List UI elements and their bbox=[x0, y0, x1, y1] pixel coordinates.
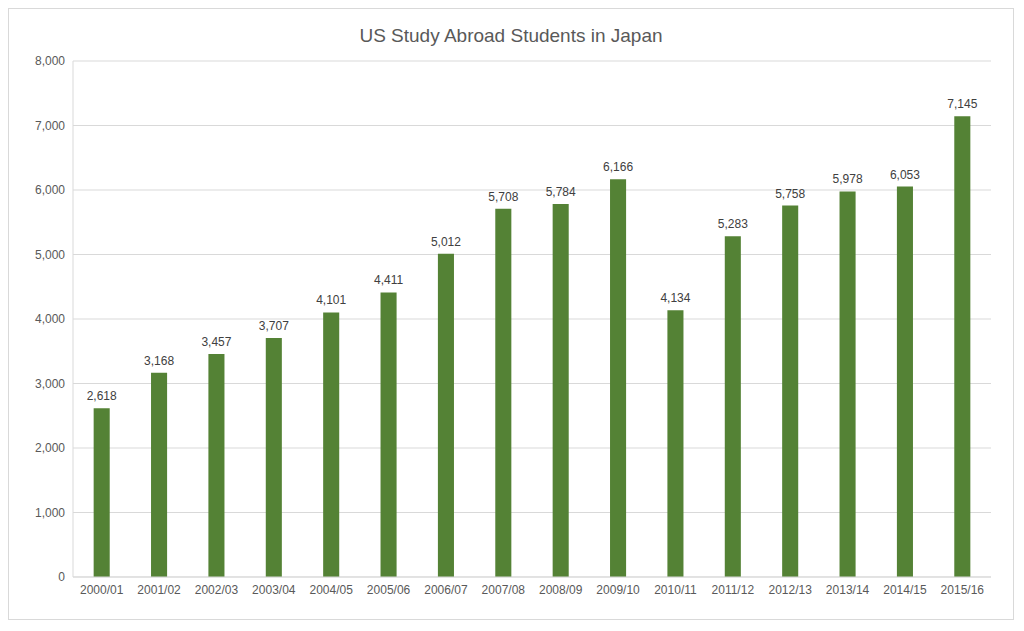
html-text:US Study Abroad Students in Ja: US Study Abroad Students in Japan bbox=[359, 25, 663, 46]
svg-text:3,168: 3,168 bbox=[144, 354, 174, 368]
svg-text:2,618: 2,618 bbox=[87, 389, 117, 403]
svg-text:4,411: 4,411 bbox=[374, 273, 403, 287]
svg-text:1,000: 1,000 bbox=[35, 506, 65, 520]
svg-text:2015/16: 2015/16 bbox=[941, 583, 985, 597]
svg-text:6,053: 6,053 bbox=[890, 168, 920, 182]
svg-text:2008/09: 2008/09 bbox=[539, 583, 583, 597]
svg-text:2,000: 2,000 bbox=[35, 441, 65, 455]
svg-text:6,166: 6,166 bbox=[603, 160, 633, 174]
svg-text:5,283: 5,283 bbox=[718, 217, 748, 231]
svg-text:4,101: 4,101 bbox=[316, 293, 346, 307]
svg-text:5,000: 5,000 bbox=[35, 248, 65, 262]
svg-text:2001/02: 2001/02 bbox=[137, 583, 181, 597]
svg-text:5,784: 5,784 bbox=[546, 185, 576, 199]
svg-text:2010/11: 2010/11 bbox=[654, 583, 697, 597]
svg-text:5,758: 5,758 bbox=[775, 187, 805, 201]
svg-text:2013/14: 2013/14 bbox=[826, 583, 870, 597]
svg-text:0: 0 bbox=[58, 570, 65, 584]
svg-text:2005/06: 2005/06 bbox=[367, 583, 411, 597]
svg-text:4,134: 4,134 bbox=[660, 291, 690, 305]
svg-text:5,978: 5,978 bbox=[833, 172, 863, 186]
svg-text:2014/15: 2014/15 bbox=[883, 583, 927, 597]
svg-text:2004/05: 2004/05 bbox=[309, 583, 353, 597]
svg-text:2011/12: 2011/12 bbox=[712, 583, 755, 597]
svg-text:2003/04: 2003/04 bbox=[252, 583, 296, 597]
svg-text:4,000: 4,000 bbox=[35, 312, 65, 326]
svg-text:2007/08: 2007/08 bbox=[482, 583, 526, 597]
svg-text:2002/03: 2002/03 bbox=[195, 583, 239, 597]
svg-text:3,000: 3,000 bbox=[35, 377, 65, 391]
svg-text:7,000: 7,000 bbox=[35, 119, 65, 133]
svg-text:2006/07: 2006/07 bbox=[424, 583, 468, 597]
svg-text:3,457: 3,457 bbox=[201, 335, 231, 349]
svg-text:7,145: 7,145 bbox=[947, 97, 977, 111]
svg-text:3,707: 3,707 bbox=[259, 319, 289, 333]
svg-text:5,012: 5,012 bbox=[431, 235, 461, 249]
svg-text:2009/10: 2009/10 bbox=[596, 583, 640, 597]
svg-text:8,000: 8,000 bbox=[35, 54, 65, 68]
svg-text:5,708: 5,708 bbox=[488, 190, 518, 204]
svg-text:2012/13: 2012/13 bbox=[768, 583, 812, 597]
svg-text:2000/01: 2000/01 bbox=[80, 583, 124, 597]
svg-text:6,000: 6,000 bbox=[35, 183, 65, 197]
